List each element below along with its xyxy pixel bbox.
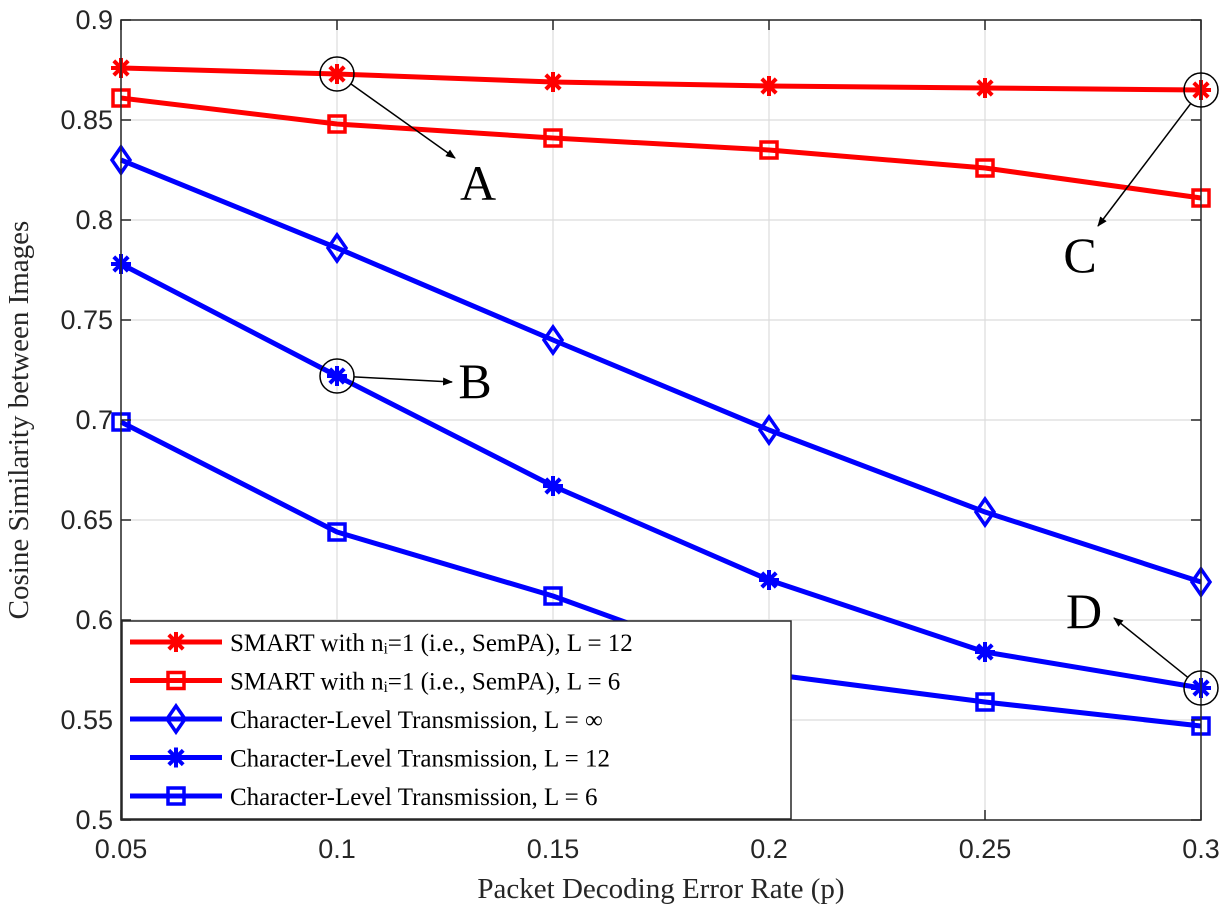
annotation-circle bbox=[319, 56, 355, 92]
axes: 0.05 0.1 0.15 0.2 0.25 0.3 0.5 0.55 0.6 0.65 0.7 0.… bbox=[60, 5, 1219, 864]
annotations: A B C D bbox=[319, 56, 1219, 706]
y-axis-label: Cosine Similarity between Images bbox=[3, 221, 35, 620]
data-point bbox=[759, 570, 779, 590]
data-point bbox=[543, 128, 563, 148]
y-tick-label: 0.7 bbox=[75, 405, 113, 435]
annotation-label: D bbox=[1066, 583, 1102, 639]
legend-label: SMART with nᵢ=1 (i.e., SemPA), L = 12 bbox=[230, 630, 633, 657]
data-point bbox=[759, 76, 779, 96]
asterisk-marker bbox=[166, 632, 186, 652]
data-point bbox=[975, 642, 995, 662]
data-point bbox=[543, 476, 563, 496]
legend-label: Character-Level Transmission, L = 12 bbox=[230, 746, 610, 773]
annotation-arrow bbox=[353, 376, 453, 386]
data-point bbox=[973, 495, 997, 529]
y-tick-label: 0.8 bbox=[75, 205, 113, 235]
annotation-circle bbox=[1183, 670, 1219, 706]
series-line bbox=[119, 261, 1202, 691]
legend-entry: SMART with nᵢ=1 (i.e., SemPA), L = 12 bbox=[130, 630, 633, 657]
legend-label: Character-Level Transmission, L = ∞ bbox=[230, 707, 603, 734]
series-layer bbox=[109, 58, 1213, 736]
legend-label: SMART with nᵢ=1 (i.e., SemPA), L = 6 bbox=[230, 669, 620, 696]
series-line bbox=[120, 157, 1202, 585]
data-point bbox=[543, 72, 563, 92]
data-point bbox=[541, 323, 565, 357]
data-point bbox=[325, 231, 349, 265]
series-line bbox=[120, 65, 1202, 93]
y-tick-label: 0.55 bbox=[60, 705, 113, 735]
x-tick-label: 0.1 bbox=[318, 834, 356, 864]
square-marker bbox=[166, 670, 186, 691]
annotation-c: C bbox=[1063, 72, 1219, 283]
data-point bbox=[327, 366, 347, 386]
y-tick-label: 0.6 bbox=[75, 605, 113, 635]
annotation-arrow bbox=[1113, 617, 1189, 678]
data-point bbox=[327, 522, 347, 542]
legend-entry: Character-Level Transmission, L = 12 bbox=[130, 746, 610, 773]
x-tick-label: 0.15 bbox=[527, 834, 580, 864]
y-tick-label: 0.85 bbox=[60, 105, 113, 135]
annotation-d: D bbox=[1066, 583, 1219, 706]
x-tick-label: 0.25 bbox=[959, 834, 1012, 864]
y-tick-label: 0.9 bbox=[75, 5, 113, 35]
square-marker bbox=[166, 786, 186, 806]
legend-entry: Character-Level Transmission, L = 6 bbox=[130, 784, 597, 811]
legend-entry: SMART with nᵢ=1 (i.e., SemPA), L = 6 bbox=[130, 669, 620, 696]
data-point bbox=[975, 158, 995, 178]
y-tick-label: 0.65 bbox=[60, 505, 113, 535]
annotation-arrow bbox=[350, 83, 456, 159]
legend-label: Character-Level Transmission, L = 6 bbox=[230, 784, 597, 811]
annotation-arrow bbox=[1097, 103, 1192, 227]
series-0 bbox=[111, 58, 1211, 100]
annotation-circle bbox=[319, 358, 355, 394]
legend: SMART with nᵢ=1 (i.e., SemPA), L = 12 SMA… bbox=[121, 620, 792, 820]
data-point bbox=[975, 78, 995, 98]
legend-entry: Character-Level Transmission, L = ∞ bbox=[130, 702, 603, 736]
data-point bbox=[757, 413, 781, 447]
annotation-b: B bbox=[319, 353, 492, 409]
annotation-circle bbox=[1183, 72, 1219, 108]
series-line bbox=[120, 95, 1202, 201]
data-point bbox=[759, 140, 779, 160]
data-point bbox=[327, 114, 347, 134]
diamond-marker bbox=[164, 702, 188, 736]
x-tick-label: 0.2 bbox=[750, 834, 788, 864]
legend-box bbox=[121, 620, 792, 820]
annotation-label: A bbox=[460, 155, 496, 211]
y-tick-label: 0.5 bbox=[75, 805, 113, 835]
annotation-label: B bbox=[458, 353, 491, 409]
data-point bbox=[327, 64, 347, 84]
asterisk-marker bbox=[166, 747, 186, 768]
y-tick-label: 0.75 bbox=[60, 305, 113, 335]
data-point bbox=[543, 586, 563, 606]
x-tick-label: 0.05 bbox=[95, 834, 148, 864]
x-tick-label: 0.3 bbox=[1182, 834, 1220, 864]
data-point bbox=[975, 692, 995, 712]
annotation-label: C bbox=[1063, 227, 1096, 283]
x-axis-label: Packet Decoding Error Rate (p) bbox=[477, 873, 844, 905]
annotation-a: A bbox=[319, 56, 496, 211]
